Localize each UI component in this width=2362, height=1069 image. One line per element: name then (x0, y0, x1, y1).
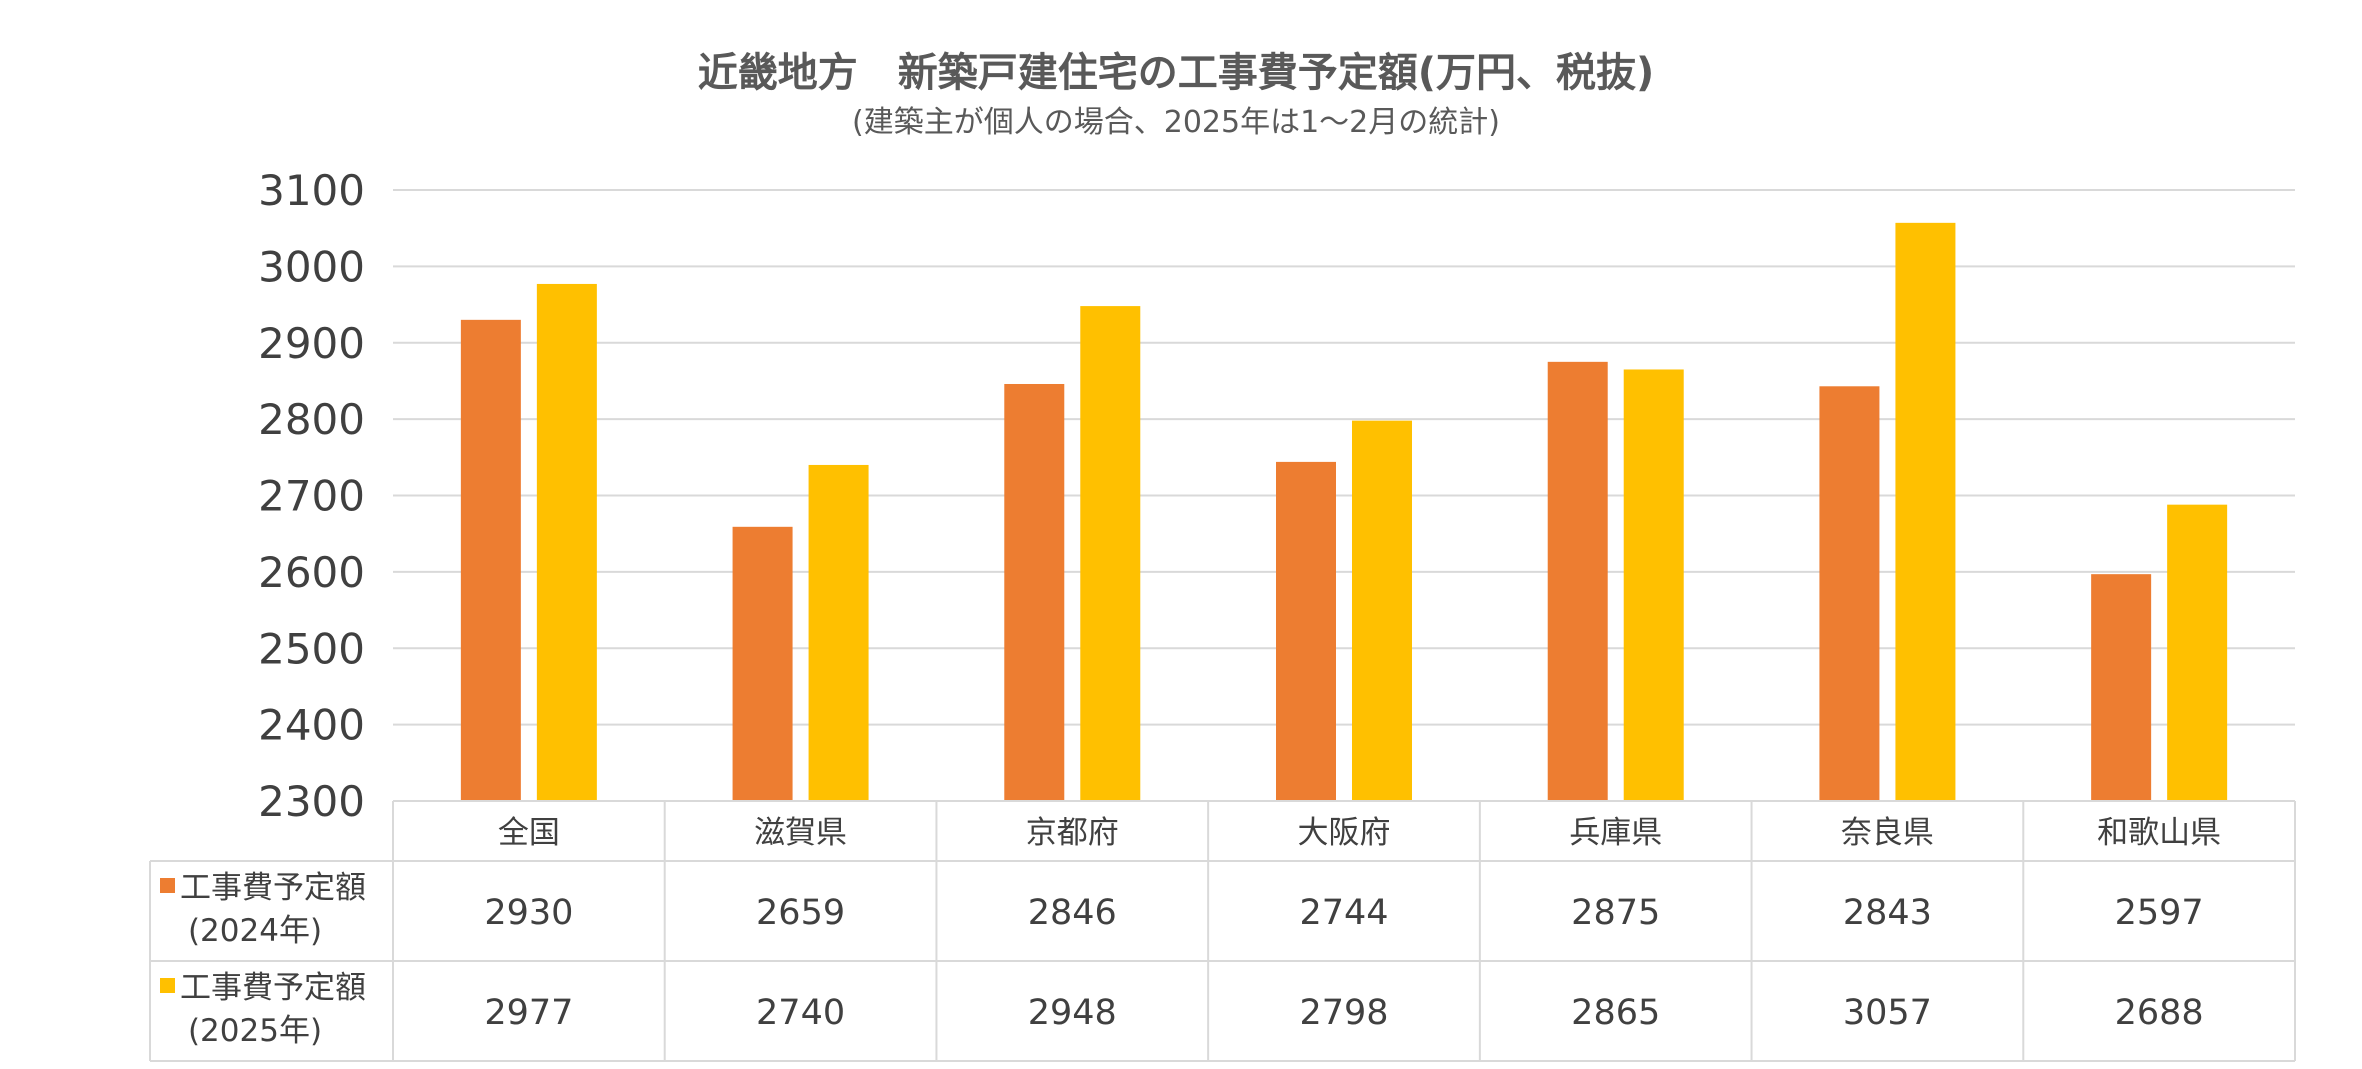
category-label: 滋賀県 (754, 815, 847, 851)
data-label: 2688 (2115, 993, 2204, 1033)
bar-1-5 (1547, 361, 1608, 801)
y-tick-label: 2900 (258, 319, 365, 368)
bar-1-7 (2091, 574, 2152, 801)
bar-2-3 (1080, 306, 1141, 801)
y-tick-label: 2700 (258, 472, 365, 521)
category-label: 全国 (498, 815, 560, 851)
data-label: 2875 (1571, 893, 1660, 933)
bar-1-3 (1004, 383, 1065, 801)
data-label: 2843 (1843, 893, 1932, 933)
bar-2-2 (808, 464, 869, 801)
bar-2-1 (536, 283, 597, 801)
bar-2-4 (1352, 420, 1412, 801)
data-label: 2977 (484, 993, 573, 1033)
y-tick-label: 2400 (258, 701, 365, 750)
chart-title: 近畿地方 新築戸建住宅の工事費予定額(万円、税抜) (698, 50, 1655, 96)
y-tick-label: 2500 (258, 624, 365, 673)
chart-subtitle: (建築主が個人の場合、2025年は1～2月の統計) (852, 105, 1500, 140)
legend-swatch (160, 878, 175, 893)
y-tick-label: 2300 (258, 777, 365, 826)
category-label: 和歌山県 (2097, 815, 2221, 851)
bars (460, 222, 2228, 801)
bar-2-7 (2167, 504, 2228, 801)
data-label: 2740 (756, 993, 845, 1033)
y-axis-ticks: 2300 2400 2500 2600 2700 2800 2900 3000 3100 (258, 166, 365, 826)
data-label: 2865 (1571, 993, 1660, 1033)
category-label: 京都府 (1026, 815, 1119, 851)
bar-2-5 (1623, 369, 1684, 801)
legend-swatch (160, 978, 175, 993)
data-label: 2930 (484, 893, 573, 933)
legend-label-year: (2025年) (188, 1013, 322, 1049)
data-label: 2798 (1299, 993, 1388, 1033)
y-tick-label: 3000 (258, 242, 365, 291)
category-label: 奈良県 (1841, 815, 1934, 851)
category-label: 大阪府 (1298, 815, 1391, 851)
y-tick-label: 3100 (258, 166, 365, 215)
data-label: 2948 (1028, 993, 1117, 1033)
y-tick-label: 2800 (258, 395, 365, 444)
legend-label-year: (2024年) (188, 913, 322, 949)
y-tick-label: 2600 (258, 548, 365, 597)
data-label: 2744 (1299, 893, 1388, 933)
bar-2-6 (1895, 222, 1956, 801)
bar-1-4 (1276, 461, 1336, 801)
data-label: 3057 (1843, 993, 1932, 1033)
legend-label: 工事費予定額 (180, 970, 366, 1006)
data-label: 2846 (1028, 893, 1117, 933)
data-label: 2597 (2115, 893, 2204, 933)
bar-1-6 (1819, 386, 1880, 801)
bar-1-2 (732, 526, 793, 801)
category-label: 兵庫県 (1569, 815, 1662, 851)
data-label: 2659 (756, 893, 845, 933)
gridlines (393, 189, 2295, 802)
bar-1-1 (460, 319, 521, 801)
legend-label: 工事費予定額 (180, 870, 366, 906)
